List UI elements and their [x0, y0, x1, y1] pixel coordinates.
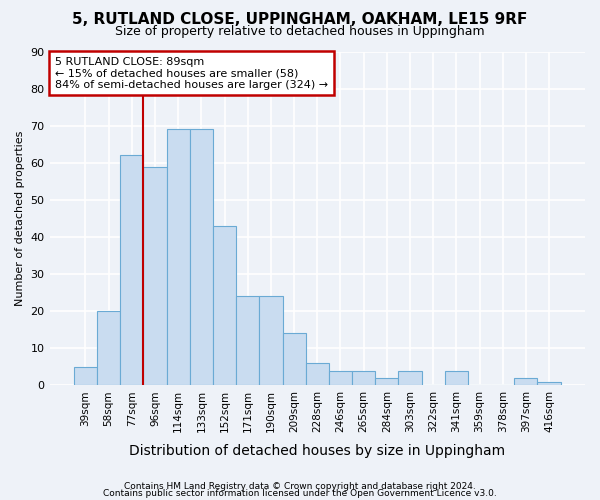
Bar	[514, 378, 538, 386]
Bar	[190, 130, 213, 386]
Bar	[97, 311, 120, 386]
Y-axis label: Number of detached properties: Number of detached properties	[15, 131, 25, 306]
Bar	[74, 367, 97, 386]
Bar	[329, 370, 352, 386]
Bar	[143, 166, 167, 386]
Bar	[213, 226, 236, 386]
Text: Size of property relative to detached houses in Uppingham: Size of property relative to detached ho…	[115, 25, 485, 38]
Bar	[445, 370, 468, 386]
Bar	[375, 378, 398, 386]
Bar	[236, 296, 259, 386]
Bar	[259, 296, 283, 386]
Bar	[352, 370, 375, 386]
Text: Contains HM Land Registry data © Crown copyright and database right 2024.: Contains HM Land Registry data © Crown c…	[124, 482, 476, 491]
Bar	[283, 334, 305, 386]
Bar	[120, 156, 143, 386]
Bar	[167, 130, 190, 386]
Text: 5 RUTLAND CLOSE: 89sqm
← 15% of detached houses are smaller (58)
84% of semi-det: 5 RUTLAND CLOSE: 89sqm ← 15% of detached…	[55, 56, 328, 90]
Bar	[538, 382, 560, 386]
X-axis label: Distribution of detached houses by size in Uppingham: Distribution of detached houses by size …	[129, 444, 505, 458]
Bar	[305, 363, 329, 386]
Bar	[398, 370, 422, 386]
Text: Contains public sector information licensed under the Open Government Licence v3: Contains public sector information licen…	[103, 490, 497, 498]
Text: 5, RUTLAND CLOSE, UPPINGHAM, OAKHAM, LE15 9RF: 5, RUTLAND CLOSE, UPPINGHAM, OAKHAM, LE1…	[73, 12, 527, 28]
